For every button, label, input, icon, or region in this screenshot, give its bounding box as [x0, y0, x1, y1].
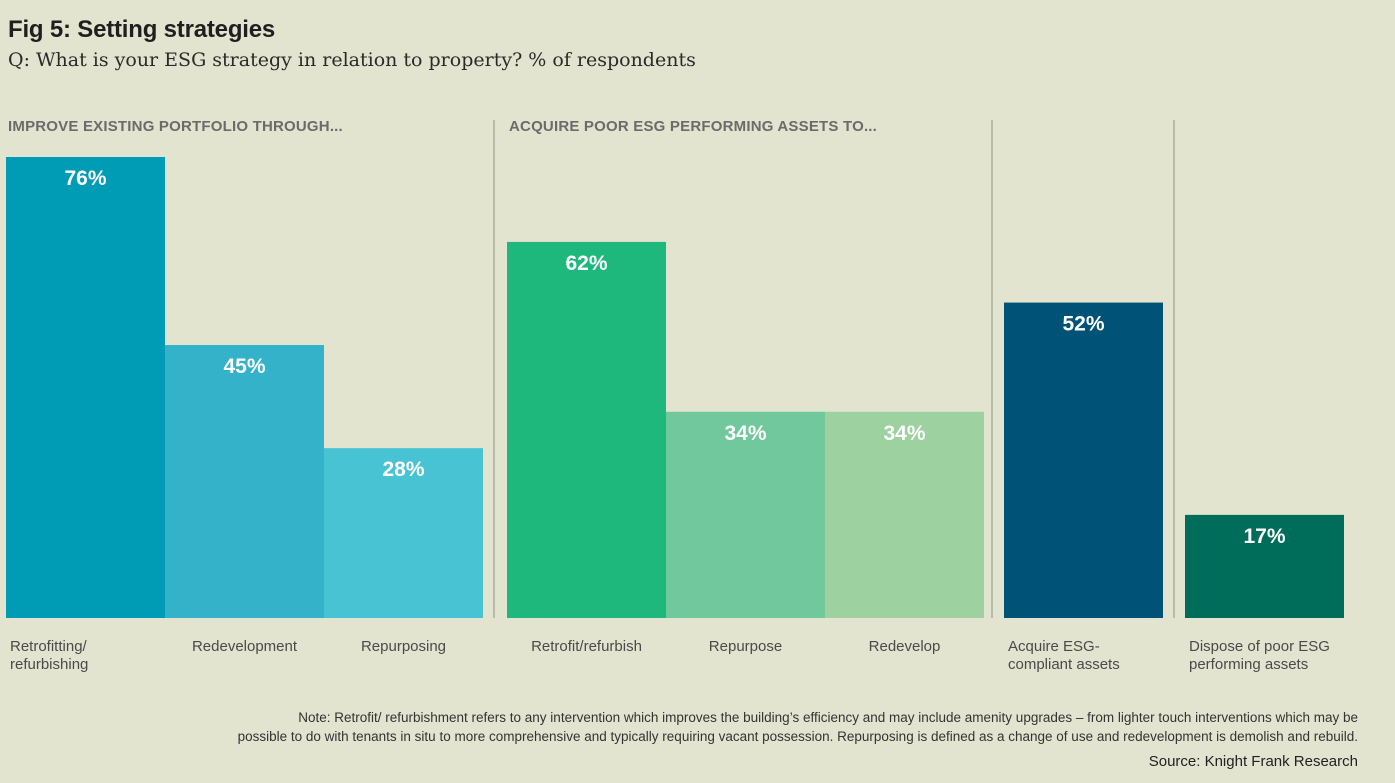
- bar-value-label: 34%: [883, 422, 925, 445]
- note-line-1: Note: Retrofit/ refurbishment refers to …: [298, 710, 1358, 725]
- bar: [666, 411, 825, 618]
- category-label: Retrofitting/: [10, 638, 88, 655]
- bar-value-label: 34%: [724, 422, 766, 445]
- bar: [324, 448, 483, 618]
- bar-value-label: 52%: [1062, 313, 1104, 336]
- group-title: IMPROVE EXISTING PORTFOLIO THROUGH...: [8, 118, 343, 135]
- bar-value-label: 76%: [64, 167, 106, 190]
- group-title: ACQUIRE POOR ESG PERFORMING ASSETS TO...: [509, 118, 877, 135]
- category-label: Repurpose: [709, 638, 782, 655]
- category-label: Dispose of poor ESG: [1189, 638, 1330, 655]
- bar: [507, 241, 666, 618]
- note-line-2: possible to do with tenants in situ to m…: [237, 729, 1358, 744]
- source-credit: Source: Knight Frank Research: [1148, 753, 1358, 770]
- category-label: Redevelop: [869, 638, 941, 655]
- category-label: Retrofit/refurbish: [531, 638, 642, 655]
- chart-title: Fig 5: Setting strategies: [8, 16, 276, 43]
- category-label: Acquire ESG-: [1008, 638, 1100, 655]
- bar: [1004, 302, 1163, 618]
- bar-chart: IMPROVE EXISTING PORTFOLIO THROUGH... 76%…: [6, 118, 1344, 673]
- category-label: compliant assets: [1008, 656, 1120, 673]
- bar-value-label: 17%: [1243, 525, 1285, 548]
- bar: [825, 411, 984, 618]
- bar-value-label: 62%: [565, 252, 607, 275]
- chart-subtitle: Q: What is your ESG strategy in relation…: [8, 49, 696, 71]
- category-label: Repurposing: [361, 638, 446, 655]
- bar: [6, 157, 165, 618]
- bar: [165, 345, 324, 618]
- category-label: Redevelopment: [192, 638, 298, 655]
- category-label: performing assets: [1189, 656, 1308, 673]
- category-label: refurbishing: [10, 656, 88, 673]
- bar-value-label: 45%: [223, 355, 265, 378]
- bar: [1185, 514, 1344, 618]
- bar-value-label: 28%: [382, 458, 424, 481]
